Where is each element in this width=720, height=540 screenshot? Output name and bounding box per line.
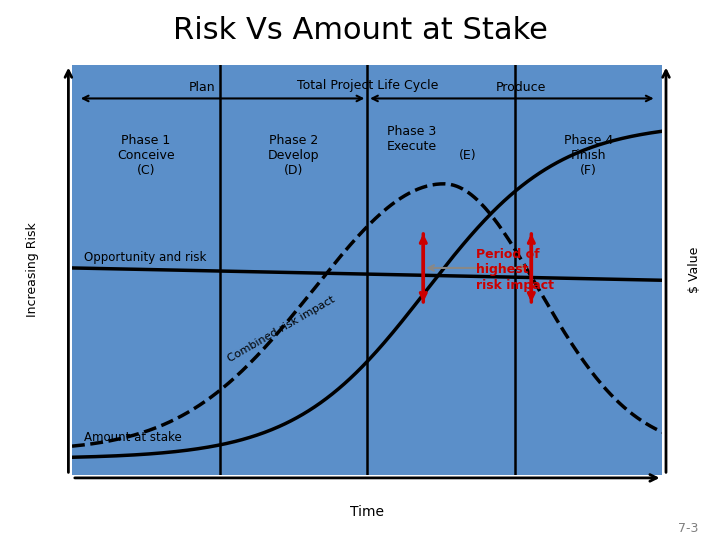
Text: Phase 1
Conceive
(C): Phase 1 Conceive (C) (117, 133, 175, 177)
Text: Produce: Produce (495, 82, 546, 94)
Text: Combined risk impact: Combined risk impact (225, 295, 336, 364)
Text: Amount at stake: Amount at stake (84, 431, 181, 444)
Text: Increasing Risk: Increasing Risk (26, 222, 39, 318)
Text: Risk Vs Amount at Stake: Risk Vs Amount at Stake (173, 16, 547, 45)
Text: Time: Time (350, 505, 384, 519)
Text: Phase 2
Develop
(D): Phase 2 Develop (D) (268, 133, 319, 177)
Text: (E): (E) (459, 148, 477, 161)
Text: Phase 4
Finish
(F): Phase 4 Finish (F) (564, 133, 613, 177)
Text: $ Value: $ Value (688, 247, 701, 293)
Text: Phase 3
Execute: Phase 3 Execute (387, 125, 436, 153)
Text: Plan: Plan (189, 82, 215, 94)
Text: 7-3: 7-3 (678, 522, 698, 535)
Text: Period of
highest
risk impact: Period of highest risk impact (477, 248, 554, 292)
Text: Total Project Life Cycle: Total Project Life Cycle (297, 79, 438, 92)
Text: Opportunity and risk: Opportunity and risk (84, 251, 206, 264)
